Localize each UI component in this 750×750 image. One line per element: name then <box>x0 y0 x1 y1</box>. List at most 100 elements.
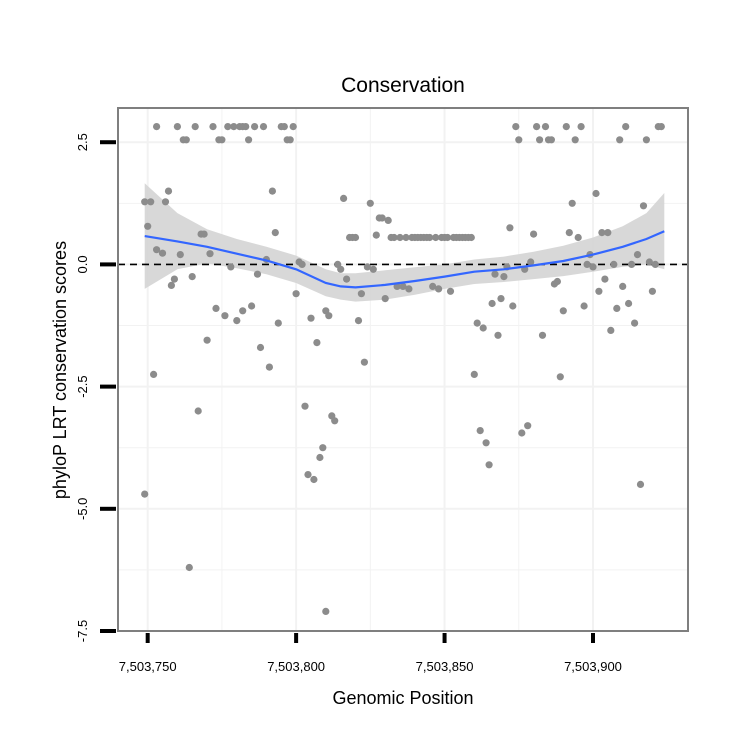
data-point <box>224 123 232 131</box>
data-point <box>538 331 547 339</box>
data-point <box>191 123 199 131</box>
data-point <box>292 290 300 298</box>
data-point <box>592 189 600 198</box>
data-point <box>253 270 262 278</box>
data-point <box>402 233 410 242</box>
data-point <box>313 339 321 347</box>
data-point <box>577 123 585 131</box>
data-point <box>524 422 532 430</box>
data-point <box>354 317 363 325</box>
data-point <box>245 136 253 144</box>
data-point <box>188 273 196 281</box>
data-point <box>248 302 256 310</box>
data-point <box>610 260 618 268</box>
data-point <box>304 471 312 479</box>
data-point <box>286 136 294 144</box>
y-axis-label: phyloP LRT conservation scores <box>50 241 70 499</box>
data-point <box>170 275 178 283</box>
data-point <box>384 216 392 224</box>
data-point <box>589 263 597 271</box>
data-point <box>316 453 324 462</box>
data-point <box>482 439 490 447</box>
data-point <box>307 314 315 322</box>
data-point <box>360 358 368 366</box>
data-point <box>598 229 606 237</box>
data-point <box>251 123 259 131</box>
data-point <box>625 299 633 308</box>
data-point <box>164 187 173 195</box>
data-point <box>446 287 455 295</box>
smooth-trend-line <box>144 230 665 289</box>
data-point <box>366 199 374 207</box>
data-point <box>488 299 496 308</box>
data-point <box>616 136 624 144</box>
data-point <box>476 427 484 435</box>
data-point <box>435 285 443 293</box>
data-point <box>322 607 330 616</box>
plot-panel-border <box>117 107 689 632</box>
data-point <box>426 233 434 242</box>
data-point <box>500 273 508 281</box>
data-point <box>619 282 627 290</box>
data-point <box>562 123 570 131</box>
data-point <box>622 123 630 131</box>
data-point <box>200 230 208 238</box>
data-point <box>274 319 282 327</box>
data-point <box>595 287 603 295</box>
data-point <box>396 233 404 242</box>
data-point <box>372 231 380 239</box>
data-point <box>601 275 609 283</box>
data-points <box>141 123 665 616</box>
data-point <box>298 260 306 268</box>
x-axis-ticks: 7,503,750 7,503,800 7,503,850 7,503,900 <box>119 633 622 674</box>
data-point <box>212 304 220 312</box>
data-point <box>553 277 562 286</box>
y-tick-label: 0.0 <box>75 255 90 273</box>
data-point <box>161 198 170 206</box>
data-point <box>390 233 398 242</box>
data-point <box>259 123 268 131</box>
data-point <box>547 136 556 144</box>
x-tick-label: 7,503,800 <box>267 659 325 674</box>
y-axis-ticks: -7.5 -5.0 -2.5 0.0 2.5 <box>75 133 116 642</box>
data-point <box>221 312 229 320</box>
data-point <box>141 490 149 498</box>
data-point <box>209 123 217 131</box>
data-point <box>271 229 279 237</box>
data-point <box>429 282 437 290</box>
data-point <box>536 136 544 144</box>
data-point <box>580 302 588 310</box>
data-point <box>144 222 152 230</box>
data-point <box>657 123 665 131</box>
data-point <box>325 312 333 320</box>
data-point <box>173 123 181 131</box>
data-point <box>182 136 190 144</box>
confidence-band-area <box>144 183 665 302</box>
data-point <box>239 307 247 315</box>
data-point <box>141 198 149 206</box>
data-point <box>512 123 520 131</box>
data-point <box>369 265 377 273</box>
data-point <box>176 251 184 259</box>
data-point <box>319 444 327 452</box>
data-point <box>337 265 345 273</box>
data-point <box>533 123 541 131</box>
data-point <box>494 331 502 339</box>
data-point <box>233 317 241 325</box>
data-point <box>583 260 591 268</box>
data-point <box>467 233 475 242</box>
x-tick-label: 7,503,850 <box>416 659 474 674</box>
x-tick-label: 7,503,900 <box>564 659 622 674</box>
data-point <box>265 363 273 371</box>
data-point <box>357 290 365 298</box>
x-tick-label: 7,503,750 <box>119 659 177 674</box>
data-point <box>636 480 645 488</box>
data-point <box>443 233 452 242</box>
plot-panel <box>118 108 688 631</box>
data-point <box>381 295 389 303</box>
data-point <box>559 307 567 315</box>
data-point <box>150 370 158 378</box>
data-point <box>607 326 615 334</box>
data-point <box>230 123 238 131</box>
